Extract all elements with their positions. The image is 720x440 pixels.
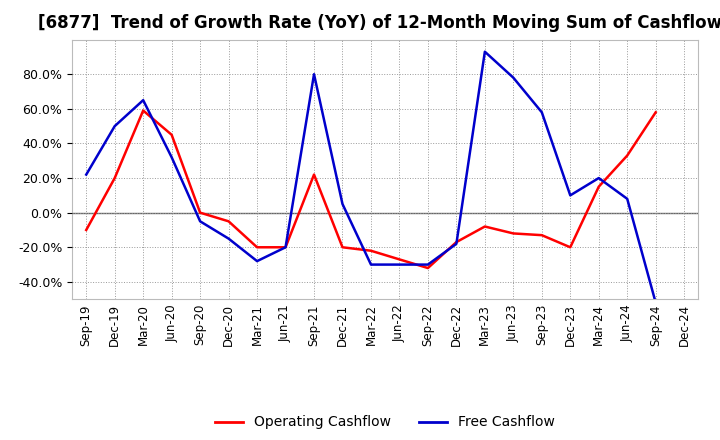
Title: [6877]  Trend of Growth Rate (YoY) of 12-Month Moving Sum of Cashflows: [6877] Trend of Growth Rate (YoY) of 12-… (38, 15, 720, 33)
Legend: Operating Cashflow, Free Cashflow: Operating Cashflow, Free Cashflow (210, 410, 560, 435)
